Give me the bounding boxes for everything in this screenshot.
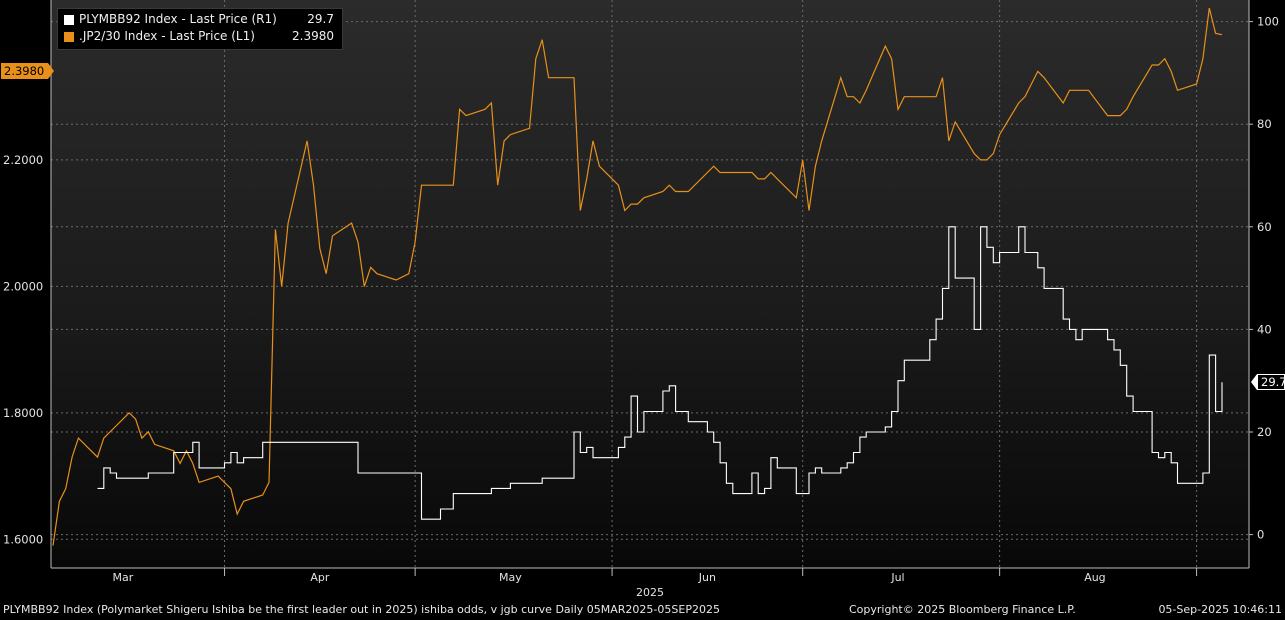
plot-area xyxy=(51,0,1249,568)
left-tick-label: 2.2000 xyxy=(3,153,43,167)
month-label-aug: Aug xyxy=(1084,571,1105,584)
month-label-jul: Jul xyxy=(890,571,904,584)
last-value-tag-right: 29.7 xyxy=(1251,374,1285,390)
right-tick-label: 60 xyxy=(1257,220,1272,234)
footer-description: PLYMBB92 Index (Polymarket Shigeru Ishib… xyxy=(3,603,720,616)
month-label-may: May xyxy=(499,571,522,584)
right-tick-label: 20 xyxy=(1257,425,1272,439)
footer-timestamp: 05-Sep-2025 10:46:11 xyxy=(1158,603,1282,616)
left-tick-label: 2.0000 xyxy=(3,279,43,293)
legend-entry-orange: .JP2/30 Index - Last Price (L1) 2.3980 xyxy=(64,28,336,45)
last-value-tag-left: 2.3980 xyxy=(1,63,54,79)
month-label-apr: Apr xyxy=(310,571,330,584)
right-tick-label: 80 xyxy=(1257,117,1272,131)
right-tick-label: 100 xyxy=(1257,15,1279,29)
legend-swatch-white xyxy=(64,14,74,25)
month-label-jun: Jun xyxy=(698,571,716,584)
year-label: 2025 xyxy=(636,586,664,599)
legend-label-white: PLYMBB92 Index - Last Price (R1) xyxy=(79,12,277,26)
legend-value-orange: 2.3980 xyxy=(292,29,334,43)
legend-swatch-orange xyxy=(64,31,74,42)
legend-entry-white: PLYMBB92 Index - Last Price (R1) 29.7 xyxy=(64,11,336,28)
series-line-jp2-30 xyxy=(52,7,1223,546)
legend-value-white: 29.7 xyxy=(307,12,334,26)
left-tick-label: 1.8000 xyxy=(3,406,43,420)
left-tick-label: 1.6000 xyxy=(3,532,43,546)
series-line-plymbb92 xyxy=(97,226,1223,520)
right-tick-label: 40 xyxy=(1257,322,1272,336)
legend-label-orange: .JP2/30 Index - Last Price (L1) xyxy=(79,29,255,43)
month-label-mar: Mar xyxy=(113,571,134,584)
footer-copyright: Copyright© 2025 Bloomberg Finance L.P. xyxy=(849,603,1076,616)
right-tick-label: 0 xyxy=(1257,528,1264,542)
legend: PLYMBB92 Index - Last Price (R1) 29.7 .J… xyxy=(57,8,343,50)
